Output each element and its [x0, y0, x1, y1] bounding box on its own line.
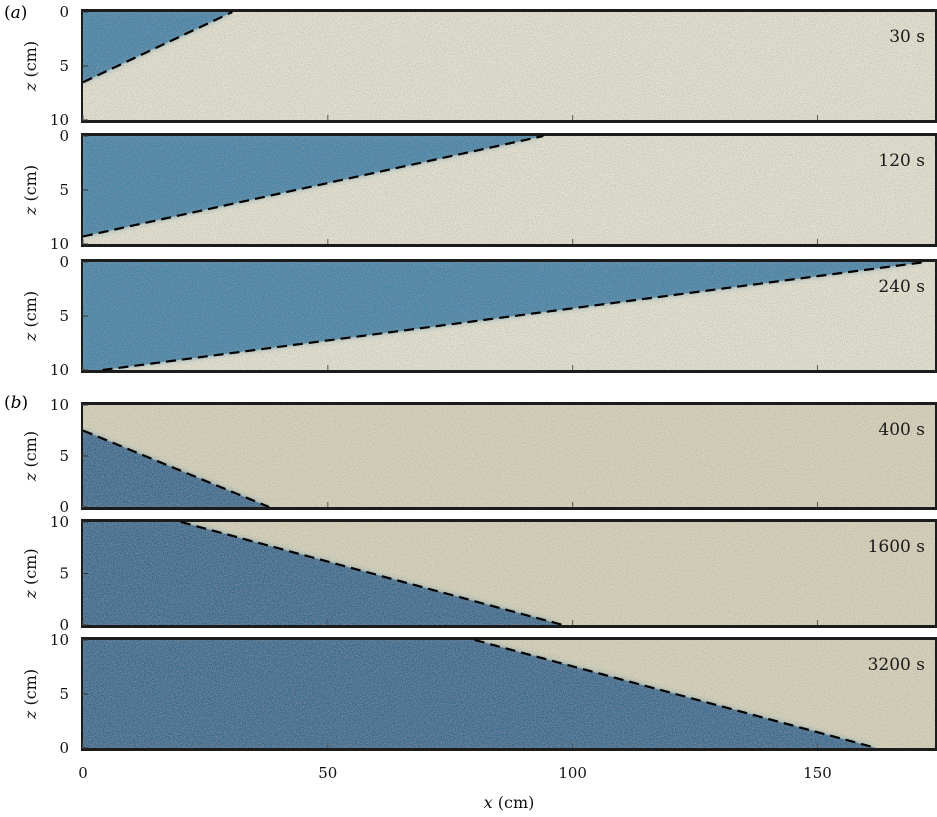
y-axis-title: z (cm) — [21, 431, 40, 482]
y-tick-label: 0 — [59, 253, 69, 271]
time-label: 3200 s — [868, 655, 925, 675]
dyed-region — [83, 640, 877, 748]
y-tick-label: 0 — [59, 739, 69, 757]
y-tick-label: 5 — [59, 307, 69, 325]
x-tick-label: 150 — [803, 764, 832, 782]
y-axis-title: z (cm) — [21, 165, 40, 216]
time-label: 120 s — [878, 151, 925, 171]
y-tick-label: 5 — [59, 57, 69, 75]
front-line — [474, 638, 877, 750]
y-tick-label: 5 — [59, 565, 69, 583]
front-line — [82, 134, 544, 238]
time-label: 30 s — [889, 27, 925, 47]
x-tick-label: 0 — [78, 764, 88, 782]
y-tick-label: 5 — [59, 685, 69, 703]
frame-30s: 30 s 0 5 10 z (cm) — [21, 3, 937, 129]
panel-letter: (b) — [4, 393, 28, 413]
y-tick-label: 0 — [59, 498, 69, 516]
y-axis-title: z (cm) — [21, 669, 40, 720]
sand-region — [83, 12, 935, 120]
front-line — [82, 429, 270, 509]
y-tick-label: 10 — [50, 111, 69, 129]
x-axis: 0 50 100 150 x (cm) — [78, 764, 832, 812]
y-axis-title: z (cm) — [21, 548, 40, 599]
frame-3200s: 3200 s 0 5 10 z (cm) — [21, 631, 937, 757]
y-tick-label: 10 — [50, 235, 69, 253]
frame-400s: 400 s 0 5 10 z (cm) — [21, 396, 937, 516]
x-tick-label: 50 — [318, 764, 337, 782]
time-label: 240 s — [878, 277, 925, 297]
y-tick-label: 10 — [50, 513, 69, 531]
x-tick-label: 100 — [558, 764, 587, 782]
time-label: 1600 s — [868, 537, 925, 557]
y-tick-label: 10 — [50, 396, 69, 414]
frame-240s: 240 s 0 5 10 z (cm) — [21, 253, 937, 379]
y-axis-title: z (cm) — [21, 291, 40, 342]
y-tick-label: 10 — [50, 361, 69, 379]
front-line — [102, 260, 926, 372]
y-tick-label: 10 — [50, 631, 69, 649]
y-tick-label: 0 — [59, 616, 69, 634]
y-tick-label: 5 — [59, 181, 69, 199]
time-label: 400 s — [878, 420, 925, 440]
frame-1600s: 1600 s 0 5 10 z (cm) — [21, 513, 937, 634]
panel-letter: (a) — [4, 3, 27, 23]
front-line — [180, 520, 564, 627]
y-tick-label: 0 — [59, 3, 69, 21]
y-tick-label: 5 — [59, 447, 69, 465]
y-axis-title: z (cm) — [21, 41, 40, 92]
x-axis-title: x (cm) — [484, 793, 535, 812]
frame-120s: 120 s 0 5 10 z (cm) — [21, 127, 937, 253]
front-line — [82, 11, 233, 84]
dyed-region — [83, 522, 563, 625]
y-tick-label: 0 — [59, 127, 69, 145]
